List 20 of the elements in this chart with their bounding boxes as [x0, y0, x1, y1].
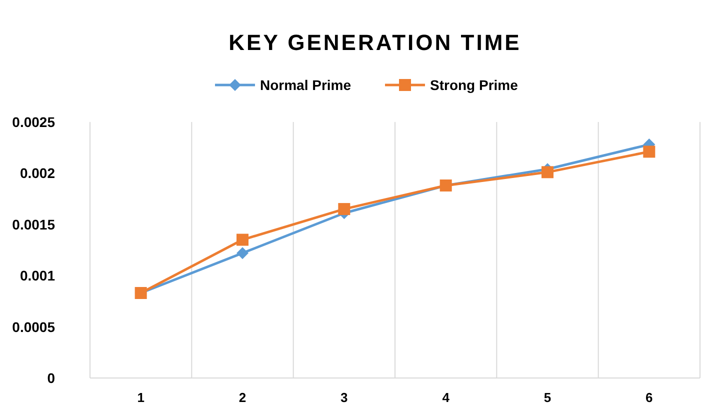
- x-tick-label: 3: [340, 390, 348, 405]
- y-tick-label: 0.0025: [12, 114, 56, 130]
- y-tick-label: 0.002: [20, 165, 56, 182]
- point: [236, 247, 248, 260]
- point: [542, 166, 554, 178]
- point: [643, 146, 656, 158]
- x-tick-label: 1: [137, 390, 144, 405]
- x-tick-label: 5: [544, 390, 552, 405]
- legend-label: Normal Prime: [260, 77, 352, 93]
- x-tick-label: 4: [442, 390, 450, 405]
- y-tick-label: 0.0015: [12, 216, 56, 232]
- x-tick-label: 2: [238, 390, 246, 405]
- x-tick-label: 6: [646, 390, 653, 405]
- y-tick-label: 0: [47, 370, 56, 386]
- chart-title: KEY GENERATION TIME: [228, 30, 522, 55]
- point: [236, 234, 248, 246]
- legend-label: Strong Prime: [430, 77, 518, 93]
- y-tick-label: 0.001: [20, 268, 56, 284]
- point: [338, 203, 350, 216]
- y-tick-label: 0.0005: [12, 318, 56, 335]
